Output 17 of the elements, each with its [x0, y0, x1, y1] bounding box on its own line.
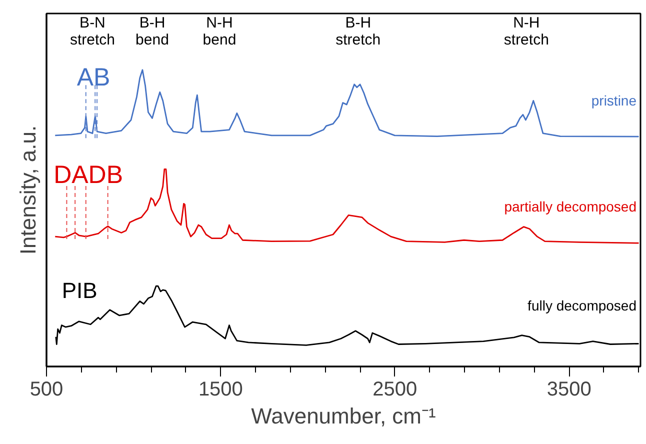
- x-tick-label: 1500: [198, 378, 243, 400]
- text: N-H bend: [202, 14, 236, 48]
- annotation: PIB: [62, 278, 98, 304]
- x-tick-label: 2500: [372, 378, 418, 400]
- annotation: DADB: [54, 160, 124, 189]
- series-label: fully decomposed: [528, 298, 636, 314]
- text: B-N stretch: [70, 14, 115, 48]
- x-tick-label: 3500: [546, 378, 592, 400]
- series-label: partially decomposed: [504, 198, 636, 215]
- text: N-H stretch: [504, 14, 549, 48]
- x-tick-label: 500: [30, 378, 64, 400]
- annotation: AB: [76, 63, 110, 92]
- series-label: pristine: [591, 92, 637, 109]
- x-axis-title: Wavenumber, cm⁻¹: [251, 404, 436, 428]
- y-axis-title: Intensity, a.u.: [16, 125, 40, 255]
- text: B-H stretch: [336, 14, 381, 48]
- text: B-H bend: [136, 14, 169, 48]
